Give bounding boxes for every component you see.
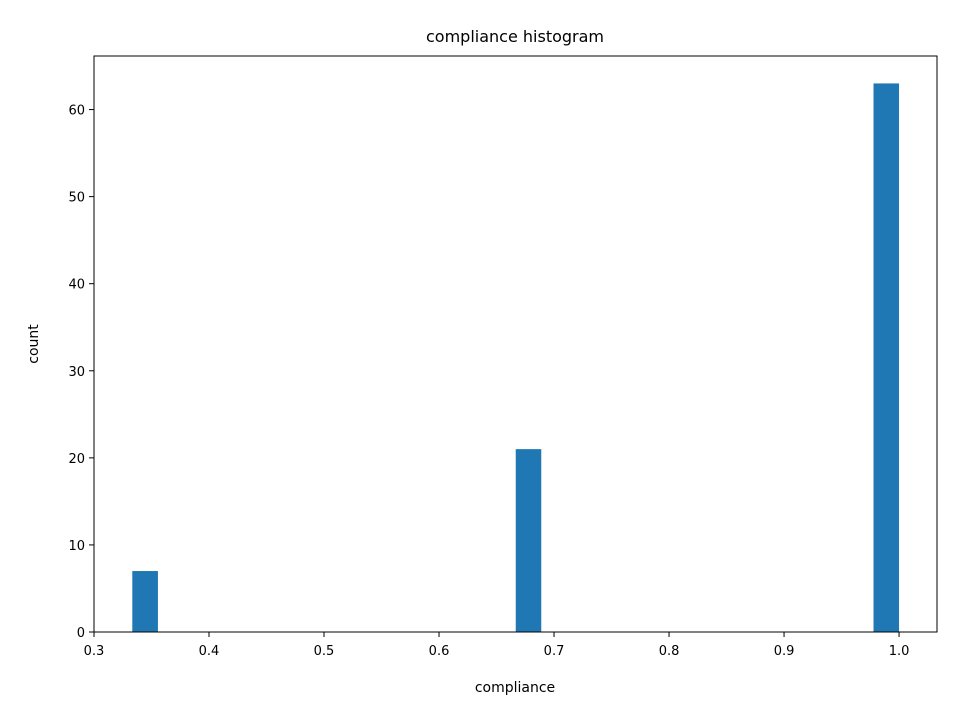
y-tick-label: 30: [68, 365, 85, 380]
chart-title: compliance histogram: [426, 27, 604, 46]
x-tick-label: 0.4: [199, 644, 220, 659]
x-tick-label: 0.7: [544, 644, 565, 659]
y-axis-ticks: 0 10 20 30 40 50 60: [68, 104, 94, 641]
plot-frame: [93, 55, 938, 633]
x-axis-label: compliance: [475, 680, 555, 696]
histogram-bar-1: [132, 571, 158, 632]
x-tick-label: 1.0: [889, 644, 910, 659]
x-tick-label: 0.8: [659, 644, 680, 659]
y-tick-label: 0: [77, 626, 85, 641]
y-tick-label: 40: [68, 278, 85, 293]
histogram-bar-3: [873, 83, 900, 632]
y-tick-label: 60: [68, 104, 85, 119]
y-axis-label: count: [26, 324, 42, 364]
x-axis-ticks: 0.3 0.4 0.5 0.6 0.7 0.8 0.9 1.0: [84, 632, 910, 659]
x-tick-label: 0.9: [774, 644, 795, 659]
y-tick-label: 50: [68, 191, 85, 206]
x-tick-label: 0.6: [429, 644, 450, 659]
y-tick-label: 20: [68, 452, 85, 467]
bars: [132, 83, 900, 632]
histogram-bar-2: [515, 449, 542, 632]
x-tick-label: 0.5: [314, 644, 335, 659]
y-tick-label: 10: [68, 539, 85, 554]
x-tick-label: 0.3: [84, 644, 105, 659]
